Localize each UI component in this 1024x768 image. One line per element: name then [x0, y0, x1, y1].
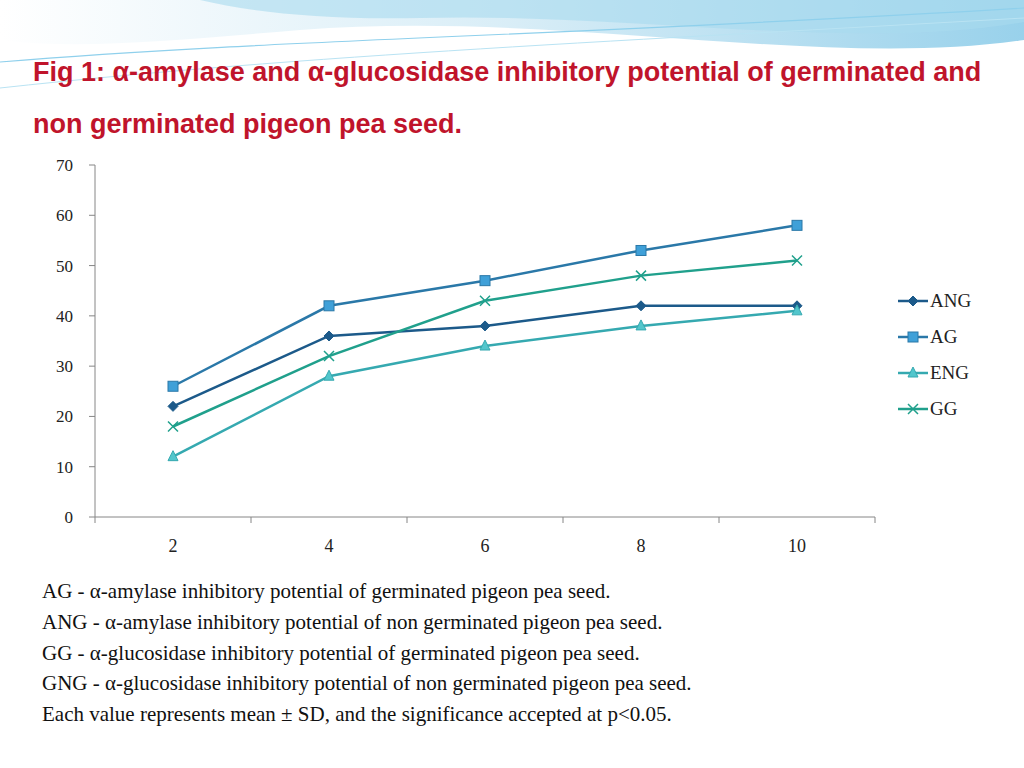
- point: [636, 320, 646, 330]
- point: [792, 305, 802, 315]
- point: [168, 451, 178, 461]
- x-axis: [95, 517, 875, 518]
- point: [480, 296, 490, 306]
- legend-item: ENG: [898, 362, 969, 383]
- point: [636, 271, 646, 281]
- y-tick: [89, 416, 95, 417]
- point: [168, 401, 178, 411]
- y-tick-label: 30: [56, 357, 73, 376]
- note: ANG - α-amylase inhibitory potential of …: [42, 607, 692, 638]
- point: [168, 421, 178, 431]
- x-tick: [95, 517, 96, 523]
- legend-marker: [908, 404, 918, 414]
- y-tick: [89, 215, 95, 216]
- x-tick: [251, 517, 252, 523]
- point: [324, 331, 334, 341]
- legend-marker: [908, 332, 918, 342]
- series-line: [173, 225, 797, 386]
- y-tick: [89, 315, 95, 316]
- y-tick-label: 60: [56, 206, 73, 225]
- legend-item: AG: [898, 326, 958, 347]
- y-tick: [89, 165, 95, 166]
- x-tick: [563, 517, 564, 523]
- x-tick-label: 2: [169, 536, 178, 556]
- y-tick-label: 0: [65, 508, 74, 527]
- x-tick: [719, 517, 720, 523]
- x-tick-label: 8: [637, 536, 646, 556]
- y-tick-label: 50: [56, 257, 73, 276]
- decor-line: [0, 8, 1024, 62]
- note: AG - α-amylase inhibitory potential of g…: [42, 576, 692, 607]
- note: GNG - α-glucosidase inhibitory potential…: [42, 668, 692, 699]
- y-tick-label: 10: [56, 458, 73, 477]
- title: Fig 1: α-amylase and α-glucosidase inhib…: [33, 46, 1008, 150]
- y-tick: [89, 466, 95, 467]
- point: [480, 340, 490, 350]
- legend-label: ANG: [930, 290, 971, 311]
- point: [480, 321, 490, 331]
- point: [636, 301, 646, 311]
- x-tick-label: 6: [481, 536, 490, 556]
- note: Each value represents mean ± SD, and the…: [42, 699, 692, 730]
- plot-area: [168, 220, 802, 460]
- legend-item: GG: [898, 398, 958, 419]
- y-axis: [95, 165, 96, 517]
- decor-wave: [200, 0, 1024, 33]
- x-tick-label: 10: [788, 536, 806, 556]
- point: [792, 256, 802, 266]
- legend-marker: [908, 367, 918, 377]
- legend-label: ENG: [930, 362, 969, 383]
- y-tick: [89, 517, 95, 518]
- x-tick-label: 4: [325, 536, 334, 556]
- legend-marker: [908, 296, 918, 306]
- y-tick-label: 70: [56, 156, 73, 175]
- legend-label: AG: [930, 326, 958, 347]
- notes: AG - α-amylase inhibitory potential of g…: [42, 576, 692, 730]
- decor-wave: [0, 0, 1024, 49]
- y-tick-label: 20: [56, 407, 73, 426]
- y-tick: [89, 265, 95, 266]
- x-tick: [875, 517, 876, 523]
- point: [636, 245, 646, 255]
- point: [324, 301, 334, 311]
- point: [324, 370, 334, 380]
- y-tick-label: 40: [56, 307, 73, 326]
- point: [792, 220, 802, 230]
- y-tick: [89, 366, 95, 367]
- legend-label: GG: [930, 398, 958, 419]
- x-tick: [407, 517, 408, 523]
- note: GG - α-glucosidase inhibitory potential …: [42, 638, 692, 669]
- point: [168, 381, 178, 391]
- point: [480, 276, 490, 286]
- legend-item: ANG: [898, 290, 971, 311]
- point: [324, 351, 334, 361]
- series-line: [173, 261, 797, 427]
